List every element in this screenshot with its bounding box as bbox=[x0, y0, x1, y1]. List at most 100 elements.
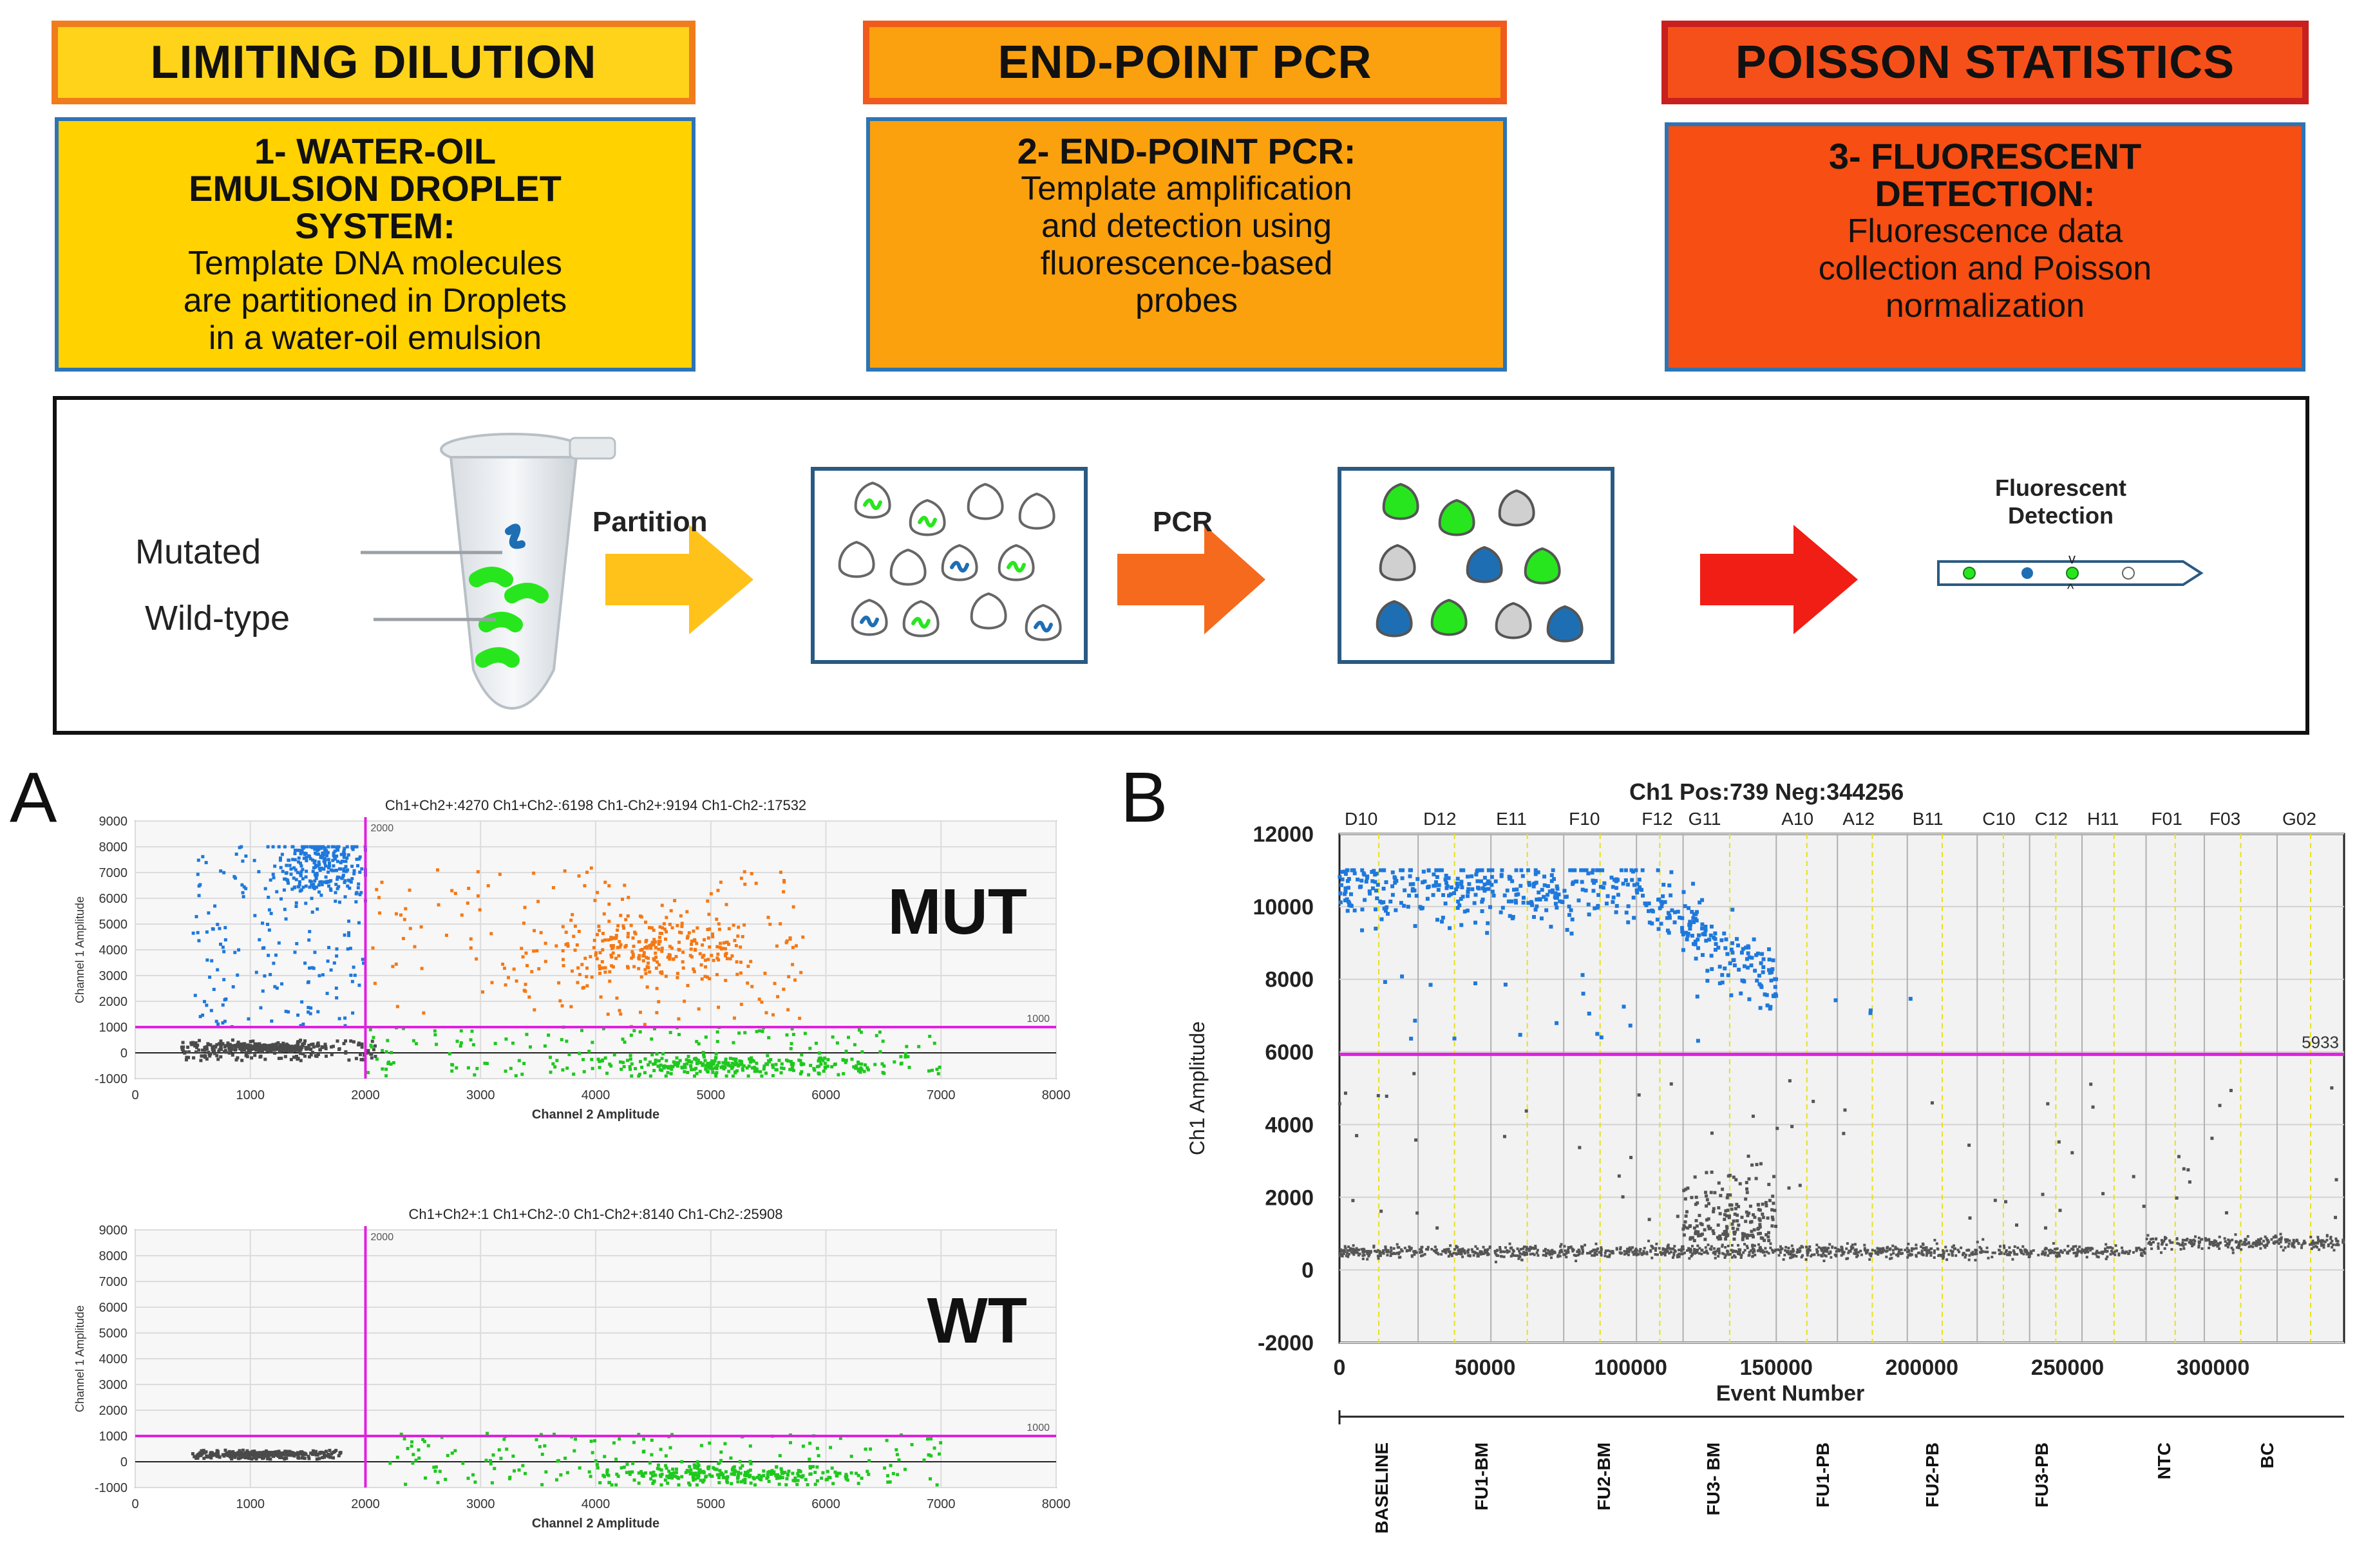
data-point bbox=[1678, 1249, 1681, 1252]
data-point bbox=[1642, 1250, 1645, 1253]
data-point bbox=[1486, 1248, 1490, 1251]
data-point bbox=[1761, 1251, 1765, 1254]
data-point bbox=[491, 1453, 495, 1457]
data-point bbox=[2012, 1251, 2016, 1254]
droplet-icon bbox=[1466, 545, 1503, 583]
data-point bbox=[615, 996, 619, 1000]
data-point bbox=[620, 897, 624, 901]
data-point bbox=[265, 1449, 269, 1453]
data-point bbox=[700, 977, 704, 981]
data-point bbox=[692, 929, 695, 933]
data-point bbox=[688, 1483, 692, 1487]
data-point bbox=[324, 1046, 328, 1050]
data-point bbox=[625, 1059, 629, 1063]
data-point bbox=[1555, 896, 1559, 900]
detection-label: Detection bbox=[2008, 502, 2114, 529]
data-point bbox=[881, 1039, 885, 1043]
data-point bbox=[1385, 905, 1389, 909]
data-point bbox=[283, 1055, 287, 1059]
data-point bbox=[292, 866, 296, 870]
data-point bbox=[676, 1064, 679, 1068]
data-point bbox=[2219, 1241, 2222, 1244]
data-point bbox=[1813, 1253, 1816, 1256]
data-point bbox=[1647, 1218, 1651, 1222]
data-point bbox=[2020, 1249, 2023, 1252]
data-point bbox=[1502, 893, 1507, 898]
data-point bbox=[1667, 916, 1672, 920]
step-body-line: Template amplification bbox=[1021, 170, 1352, 207]
x-axis-label: Channel 2 Amplitude bbox=[532, 1516, 659, 1531]
data-point bbox=[670, 1433, 674, 1437]
data-point bbox=[218, 927, 222, 930]
data-point bbox=[608, 970, 612, 974]
data-point bbox=[502, 1437, 506, 1441]
x-tick-label: 5000 bbox=[697, 1497, 726, 1511]
data-point bbox=[1647, 920, 1652, 925]
data-point bbox=[654, 945, 658, 949]
y-tick-label: 6000 bbox=[99, 892, 128, 906]
data-point bbox=[325, 992, 329, 996]
data-point bbox=[2320, 1242, 2323, 1245]
data-point bbox=[551, 885, 555, 889]
data-point bbox=[1700, 922, 1705, 927]
data-point bbox=[1730, 950, 1735, 955]
data-point bbox=[289, 867, 293, 871]
data-point bbox=[1617, 1174, 1621, 1178]
data-point bbox=[791, 905, 795, 909]
data-point bbox=[1665, 1250, 1669, 1253]
data-point bbox=[1717, 981, 1722, 986]
data-point bbox=[194, 1050, 198, 1054]
data-point bbox=[475, 957, 478, 961]
data-point bbox=[1339, 1248, 1343, 1251]
data-point bbox=[226, 1041, 230, 1045]
data-point bbox=[1482, 882, 1487, 887]
data-point bbox=[647, 1063, 650, 1067]
data-point bbox=[2226, 1242, 2229, 1245]
data-point bbox=[739, 1466, 743, 1470]
data-point bbox=[1688, 1257, 1691, 1260]
data-point bbox=[626, 914, 630, 918]
data-point bbox=[748, 1060, 752, 1064]
data-point bbox=[238, 1043, 242, 1046]
data-point bbox=[630, 950, 634, 954]
well-label: F10 bbox=[1569, 809, 1600, 829]
data-point bbox=[346, 884, 350, 888]
data-point bbox=[681, 966, 685, 970]
data-point bbox=[268, 1050, 272, 1054]
data-point bbox=[2101, 1192, 2105, 1196]
data-point bbox=[281, 869, 285, 873]
data-point bbox=[1366, 1251, 1369, 1254]
data-point bbox=[1727, 1174, 1730, 1178]
x-axis-label: Channel 2 Amplitude bbox=[532, 1108, 659, 1122]
x-tick-label: 3000 bbox=[466, 1088, 495, 1102]
data-point bbox=[1703, 924, 1708, 929]
data-point bbox=[279, 1044, 283, 1048]
data-point bbox=[1689, 1249, 1692, 1252]
data-point bbox=[677, 1033, 681, 1037]
data-point bbox=[336, 848, 340, 852]
data-point bbox=[1690, 910, 1694, 914]
data-point bbox=[1581, 1252, 1584, 1255]
data-point bbox=[785, 1033, 789, 1037]
data-point bbox=[1461, 1250, 1464, 1253]
data-point bbox=[317, 867, 321, 871]
threshold-label: 2000 bbox=[371, 1232, 394, 1243]
data-point bbox=[375, 1057, 379, 1061]
data-point bbox=[453, 891, 457, 895]
data-point bbox=[2044, 1251, 2047, 1254]
data-point bbox=[316, 1010, 320, 1014]
data-point bbox=[1906, 1251, 1909, 1254]
data-point bbox=[1823, 1254, 1826, 1257]
data-point bbox=[645, 965, 649, 968]
data-point bbox=[750, 1056, 753, 1060]
data-point bbox=[1866, 1249, 1869, 1252]
data-point bbox=[702, 1478, 706, 1482]
data-point bbox=[637, 1481, 641, 1485]
data-point bbox=[2002, 1244, 2005, 1247]
data-point bbox=[394, 912, 398, 916]
series-Ch1+Ch2- bbox=[191, 845, 367, 1028]
data-point bbox=[299, 864, 303, 868]
data-point bbox=[295, 1044, 299, 1048]
data-point bbox=[2107, 1246, 2110, 1249]
data-point bbox=[801, 1444, 805, 1448]
